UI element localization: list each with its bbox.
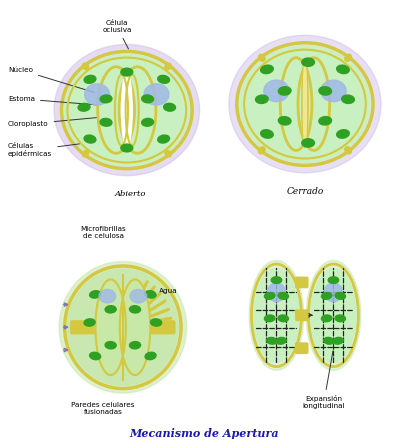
Ellipse shape xyxy=(321,80,346,102)
Text: Cloroplasto: Cloroplasto xyxy=(8,117,103,127)
Ellipse shape xyxy=(261,65,273,74)
Ellipse shape xyxy=(302,139,315,147)
Ellipse shape xyxy=(335,315,346,322)
Ellipse shape xyxy=(264,292,275,299)
Ellipse shape xyxy=(119,67,156,153)
Ellipse shape xyxy=(120,280,150,375)
Ellipse shape xyxy=(129,306,141,313)
Ellipse shape xyxy=(322,292,332,299)
Ellipse shape xyxy=(84,135,96,143)
Ellipse shape xyxy=(337,65,349,74)
Ellipse shape xyxy=(84,319,95,326)
Text: Cerrado: Cerrado xyxy=(286,187,324,196)
Text: Mecanismo de Apertura: Mecanismo de Apertura xyxy=(129,428,279,439)
Ellipse shape xyxy=(82,150,89,157)
FancyBboxPatch shape xyxy=(296,277,308,288)
Ellipse shape xyxy=(100,95,112,103)
Ellipse shape xyxy=(302,61,308,147)
Ellipse shape xyxy=(278,315,288,322)
Ellipse shape xyxy=(254,268,299,363)
Ellipse shape xyxy=(122,72,132,148)
Ellipse shape xyxy=(264,80,289,102)
Ellipse shape xyxy=(145,352,156,360)
Ellipse shape xyxy=(345,54,351,61)
Text: Células
epidérmicas: Células epidérmicas xyxy=(8,143,80,157)
Ellipse shape xyxy=(144,84,169,105)
Ellipse shape xyxy=(258,54,265,61)
Ellipse shape xyxy=(249,260,304,370)
Ellipse shape xyxy=(306,260,361,370)
Ellipse shape xyxy=(121,68,133,76)
Ellipse shape xyxy=(59,262,186,393)
Ellipse shape xyxy=(82,63,89,70)
Text: Célula
oclusiva: Célula oclusiva xyxy=(102,20,132,49)
Ellipse shape xyxy=(64,54,189,166)
Ellipse shape xyxy=(165,150,171,157)
Ellipse shape xyxy=(324,283,342,302)
Ellipse shape xyxy=(335,292,346,299)
Ellipse shape xyxy=(158,135,169,143)
Ellipse shape xyxy=(345,147,351,154)
Text: Microfibrillas
de celulosa: Microfibrillas de celulosa xyxy=(80,226,126,239)
Text: Estoma: Estoma xyxy=(8,96,124,107)
Ellipse shape xyxy=(280,58,312,150)
Text: Abierto: Abierto xyxy=(115,190,146,198)
Ellipse shape xyxy=(105,342,116,349)
Ellipse shape xyxy=(267,283,286,302)
Ellipse shape xyxy=(264,315,275,322)
Ellipse shape xyxy=(342,95,354,104)
Ellipse shape xyxy=(90,291,101,298)
Ellipse shape xyxy=(99,289,115,303)
Ellipse shape xyxy=(105,306,116,313)
FancyBboxPatch shape xyxy=(296,343,308,353)
Ellipse shape xyxy=(258,147,265,154)
Ellipse shape xyxy=(311,268,356,363)
Text: Expansión
longitudinal: Expansión longitudinal xyxy=(303,351,345,409)
Ellipse shape xyxy=(278,116,291,125)
Ellipse shape xyxy=(278,292,288,299)
Ellipse shape xyxy=(130,289,147,303)
Ellipse shape xyxy=(98,67,135,153)
Ellipse shape xyxy=(84,84,110,105)
Ellipse shape xyxy=(271,277,282,284)
Ellipse shape xyxy=(78,103,90,111)
Ellipse shape xyxy=(100,118,112,126)
Ellipse shape xyxy=(240,46,370,162)
Ellipse shape xyxy=(90,352,101,360)
Ellipse shape xyxy=(142,118,153,126)
Ellipse shape xyxy=(278,87,291,95)
Text: Paredes celulares
fusionadas: Paredes celulares fusionadas xyxy=(71,402,135,415)
Ellipse shape xyxy=(255,95,268,104)
Ellipse shape xyxy=(328,277,339,284)
Ellipse shape xyxy=(229,35,381,173)
Ellipse shape xyxy=(129,342,141,349)
Ellipse shape xyxy=(121,144,133,152)
Ellipse shape xyxy=(319,116,332,125)
Ellipse shape xyxy=(337,130,349,138)
Ellipse shape xyxy=(302,58,315,66)
Ellipse shape xyxy=(54,45,200,176)
Ellipse shape xyxy=(145,291,156,298)
Ellipse shape xyxy=(67,269,178,385)
Ellipse shape xyxy=(165,63,171,70)
Text: Núcleo: Núcleo xyxy=(8,67,95,93)
FancyBboxPatch shape xyxy=(296,310,308,321)
Ellipse shape xyxy=(261,130,273,138)
Ellipse shape xyxy=(142,95,153,103)
Ellipse shape xyxy=(319,87,332,95)
Ellipse shape xyxy=(151,319,162,326)
Text: Agua: Agua xyxy=(117,288,177,306)
Ellipse shape xyxy=(276,337,286,344)
Ellipse shape xyxy=(266,337,277,344)
Ellipse shape xyxy=(324,337,334,344)
Ellipse shape xyxy=(158,75,169,83)
Ellipse shape xyxy=(333,337,343,344)
Ellipse shape xyxy=(304,64,306,144)
Ellipse shape xyxy=(298,58,330,150)
Ellipse shape xyxy=(95,280,126,375)
Ellipse shape xyxy=(322,315,332,322)
Ellipse shape xyxy=(84,75,96,83)
FancyBboxPatch shape xyxy=(71,321,175,334)
Ellipse shape xyxy=(164,103,175,111)
